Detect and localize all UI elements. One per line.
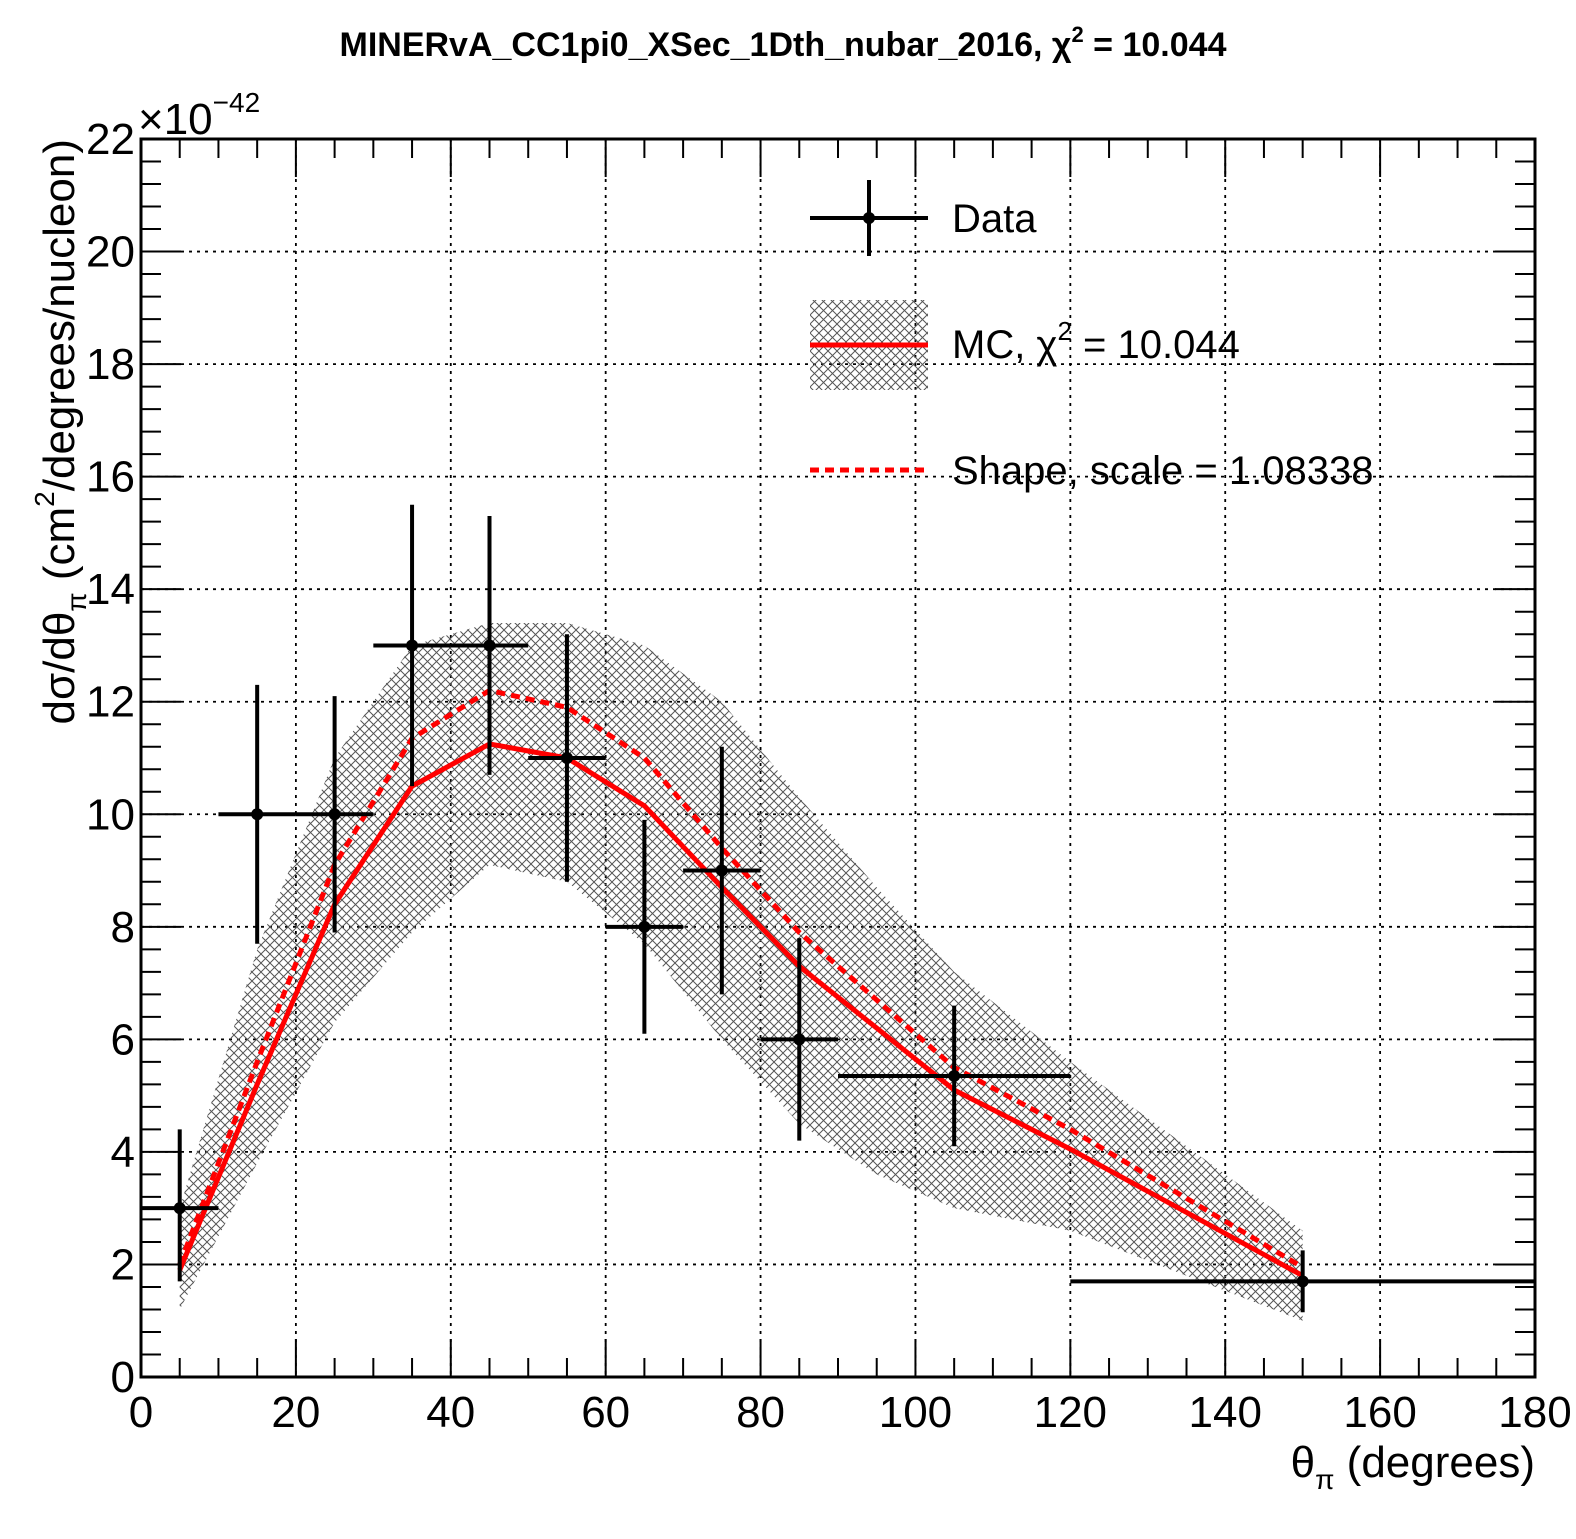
y-tick-label-3: 6 [111, 1015, 135, 1064]
data-point-5 [528, 634, 606, 882]
data-point-marker [251, 808, 264, 821]
data-point-marker [715, 864, 728, 877]
y-tick-label-7: 14 [86, 565, 135, 614]
data-point-4 [450, 516, 529, 775]
y-tick-label-1: 2 [111, 1240, 135, 1289]
chart-title: MINERvA_CC1pi0_XSec_1Dth_nubar_2016, χ2 … [340, 22, 1227, 64]
data-point-marker [483, 639, 496, 652]
x-tick-labels: 0 20 40 60 80 100 120 140 160 180 [129, 1388, 1572, 1437]
y-tick-label-10: 20 [86, 228, 135, 277]
legend-mc-marker [810, 300, 928, 390]
y-tick-label-4: 8 [111, 903, 135, 952]
data-point-marker [560, 752, 573, 764]
data-point-3 [373, 504, 451, 787]
data-point-marker [1296, 1275, 1309, 1288]
axis-ticks [140, 138, 1536, 1378]
y-tick-labels: 0 2 4 6 8 10 12 14 16 18 20 22 [86, 115, 135, 1402]
x-tick-label-7: 140 [1189, 1388, 1262, 1437]
legend-data-marker [810, 180, 928, 256]
y-tick-label-11: 22 [86, 115, 135, 164]
data-series [141, 504, 1535, 1313]
legend: Data MC, χ2 = 10.044 Shape, scale = 1.08… [810, 180, 1373, 493]
data-point-marker [406, 639, 419, 652]
data-point-6 [605, 819, 684, 1034]
legend-shape-label: Shape, scale = 1.08338 [952, 449, 1373, 493]
data-point-marker [793, 1033, 806, 1046]
x-tick-label-2: 40 [426, 1388, 475, 1437]
x-tick-label-9: 180 [1498, 1388, 1571, 1437]
data-point-marker [948, 1069, 961, 1082]
x-tick-label-1: 20 [271, 1388, 320, 1437]
legend-data-label: Data [952, 197, 1037, 241]
mc-uncertainty-band [179, 622, 1303, 1321]
data-point-10 [1070, 1250, 1535, 1313]
x-tick-label-8: 160 [1343, 1388, 1416, 1437]
data-point-marker [173, 1202, 186, 1215]
y-exponent-label: ×10−42 [138, 87, 260, 144]
x-tick-label-0: 0 [129, 1388, 153, 1437]
data-point-8 [760, 938, 838, 1141]
data-point-0 [141, 1129, 219, 1282]
y-tick-label-0: 0 [111, 1353, 135, 1402]
plot-frame [139, 137, 1537, 1379]
data-point-7 [683, 746, 761, 995]
y-tick-label-8: 16 [86, 453, 135, 502]
y-axis-label: dσ/dθπ (cm2/degrees/nucleon) [29, 139, 92, 724]
legend-mc-label: MC, χ2 = 10.044 [952, 316, 1240, 367]
x-tick-label-6: 120 [1034, 1388, 1107, 1437]
x-tick-label-5: 100 [879, 1388, 952, 1437]
data-point-2 [295, 696, 374, 933]
data-point-marker [638, 920, 651, 933]
y-tick-label-9: 18 [86, 340, 135, 389]
data-point-1 [218, 684, 296, 944]
y-tick-label-2: 4 [111, 1128, 135, 1177]
y-tick-label-5: 10 [86, 790, 135, 839]
x-axis-label: θπ (degrees) [1291, 1438, 1535, 1495]
x-tick-label-4: 80 [736, 1388, 785, 1437]
data-point-marker [328, 808, 341, 821]
x-tick-label-3: 60 [581, 1388, 630, 1437]
data-point-9 [838, 1005, 1071, 1147]
y-tick-label-6: 12 [86, 678, 135, 727]
